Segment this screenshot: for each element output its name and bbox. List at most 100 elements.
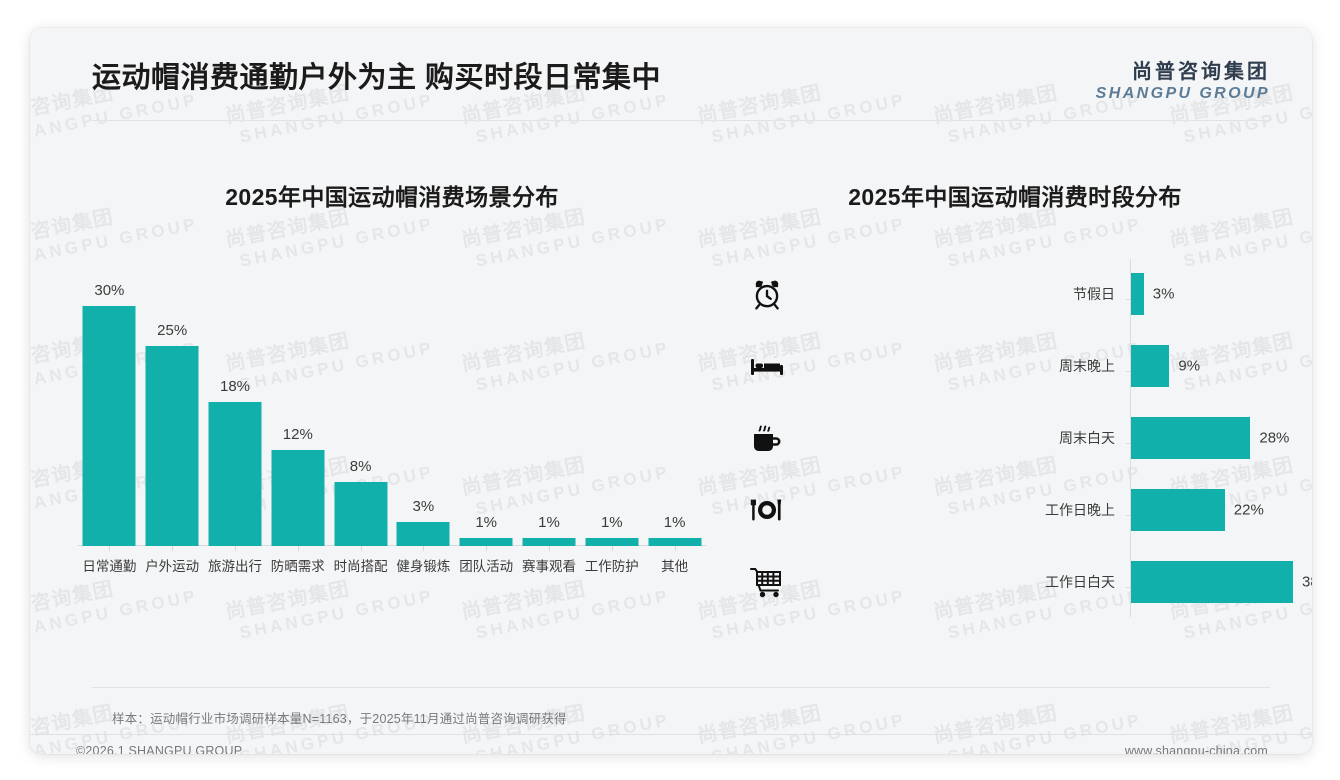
time-category-label: 节假日 bbox=[1073, 286, 1115, 302]
time-chart-plot: 节假日 3% 周末晚上 9% 周末白天 28% 工作日晚上 22% 工作日白天 38% bbox=[730, 253, 1312, 623]
scene-bar-group[interactable]: 8% 时尚搭配 bbox=[330, 250, 392, 580]
scene-bar[interactable] bbox=[271, 450, 325, 546]
time-bar[interactable] bbox=[1131, 489, 1225, 531]
time-bar-group[interactable]: 周末白天 28% bbox=[730, 407, 1300, 469]
time-chart-y-axis bbox=[1130, 259, 1131, 617]
time-category-label: 工作日白天 bbox=[1045, 574, 1115, 590]
time-distribution-chart: 2025年中国运动帽消费时段分布 节假日 3% 周末晚上 9% 周末白天 28% 工作日晚上… bbox=[730, 178, 1312, 648]
scene-axis-tick bbox=[674, 546, 676, 551]
scene-axis-tick bbox=[423, 546, 425, 551]
logo-text-cn: 尚普咨询集团 bbox=[1132, 61, 1270, 83]
scene-axis-tick bbox=[235, 546, 236, 551]
scene-axis-tick bbox=[109, 546, 111, 551]
scene-category-label: 时尚搭配 bbox=[333, 559, 388, 574]
time-axis-tick bbox=[1126, 371, 1131, 372]
scene-axis-tick bbox=[611, 546, 613, 551]
time-axis-tick bbox=[1126, 299, 1131, 300]
bed-icon bbox=[748, 347, 786, 385]
scene-axis-tick bbox=[549, 546, 550, 551]
scene-bar[interactable] bbox=[396, 522, 450, 546]
slide-card: 尚普咨询集团 SHANGPU GROUP 尚普咨询集团 SHANGPU GROUP 尚普… bbox=[30, 28, 1312, 754]
scene-bar-group[interactable]: 30% 日常通勤 bbox=[78, 250, 140, 580]
footnote-divider bbox=[92, 687, 1270, 688]
scene-bar-value: 30% bbox=[94, 282, 125, 299]
time-chart-title: 2025年中国运动帽消费时段分布 bbox=[848, 184, 1182, 210]
time-bar-value: 22% bbox=[1233, 501, 1264, 519]
scene-chart-x-axis bbox=[78, 545, 706, 546]
time-bar-group[interactable]: 节假日 3% bbox=[730, 263, 1300, 325]
brand-logo: 尚普咨询集团 SHANGPU GROUP bbox=[1096, 61, 1270, 103]
sample-footnote: 样本：运动帽行业市场调研样本量N=1163，于2025年11月通过尚普咨询调研获… bbox=[112, 712, 567, 726]
time-bar[interactable] bbox=[1131, 417, 1251, 459]
time-category-label: 工作日晚上 bbox=[1045, 502, 1115, 518]
coffee-mug-icon bbox=[748, 419, 786, 457]
time-bar-value: 3% bbox=[1152, 285, 1175, 303]
time-bar-value: 28% bbox=[1259, 429, 1290, 447]
scene-axis-tick bbox=[486, 546, 488, 551]
scene-bar-group[interactable]: 25% 户外运动 bbox=[141, 250, 203, 580]
scene-bar[interactable] bbox=[208, 402, 262, 546]
scene-bar-value: 1% bbox=[600, 514, 623, 531]
scene-bar-value: 1% bbox=[475, 514, 498, 531]
scene-category-label: 户外运动 bbox=[145, 559, 200, 574]
scene-bar[interactable] bbox=[522, 538, 576, 546]
time-bar-group[interactable]: 工作日晚上 22% bbox=[730, 479, 1300, 541]
page-title: 运动帽消费通勤户外为主 购买时段日常集中 bbox=[92, 62, 662, 94]
shopping-cart-icon bbox=[748, 563, 786, 601]
scene-bar-group[interactable]: 3% 健身锻炼 bbox=[392, 250, 454, 580]
time-bar[interactable] bbox=[1131, 561, 1293, 603]
footer-website[interactable]: www.shangpu-china.com bbox=[1124, 744, 1268, 754]
scene-axis-tick bbox=[297, 546, 299, 551]
time-category-label: 周末白天 bbox=[1059, 430, 1115, 446]
scene-bar[interactable] bbox=[82, 306, 136, 546]
scene-category-label: 日常通勤 bbox=[82, 559, 137, 574]
scene-bar-group[interactable]: 18% 旅游出行 bbox=[204, 250, 266, 580]
footer-divider bbox=[30, 734, 1312, 735]
dinner-plate-icon bbox=[748, 491, 786, 529]
scene-bar-value: 1% bbox=[663, 514, 686, 531]
scene-bar-value: 25% bbox=[157, 322, 188, 339]
time-bar-value: 9% bbox=[1178, 357, 1201, 375]
time-category-label: 周末晚上 bbox=[1059, 358, 1115, 374]
time-bar-group[interactable]: 周末晚上 9% bbox=[730, 335, 1300, 397]
scene-bar[interactable] bbox=[585, 538, 639, 546]
scene-distribution-chart: 2025年中国运动帽消费场景分布 30% 日常通勤 25% 户外运动 18% 旅游出行 12… bbox=[62, 178, 722, 648]
scene-bar-value: 18% bbox=[219, 378, 251, 395]
scene-category-label: 防晒需求 bbox=[270, 559, 325, 574]
scene-bar[interactable] bbox=[145, 346, 199, 546]
alarm-clock-icon bbox=[748, 275, 786, 313]
scene-category-label: 团队活动 bbox=[459, 559, 514, 574]
time-bar[interactable] bbox=[1131, 345, 1170, 387]
footer-copyright: ©2026.1 SHANGPU GROUP bbox=[76, 744, 243, 754]
scene-category-label: 工作防护 bbox=[584, 559, 639, 574]
scene-bar[interactable] bbox=[459, 538, 513, 546]
scene-bar-value: 8% bbox=[349, 458, 372, 475]
scene-bar-value: 12% bbox=[282, 426, 313, 443]
time-axis-tick bbox=[1126, 515, 1131, 516]
scene-category-label: 旅游出行 bbox=[208, 559, 262, 574]
scene-category-label: 其他 bbox=[661, 559, 689, 574]
slide-header: 运动帽消费通勤户外为主 购买时段日常集中 尚普咨询集团 SHANGPU GROU… bbox=[30, 28, 1312, 120]
scene-chart-title: 2025年中国运动帽消费场景分布 bbox=[225, 184, 559, 210]
header-divider bbox=[92, 120, 1270, 121]
time-bar-group[interactable]: 工作日白天 38% bbox=[730, 551, 1312, 613]
time-axis-tick bbox=[1126, 587, 1131, 588]
scene-bar[interactable] bbox=[648, 538, 702, 546]
scene-bar-value: 3% bbox=[412, 498, 435, 515]
scene-bar-group[interactable]: 1% 赛事观看 bbox=[518, 250, 580, 580]
scene-bar[interactable] bbox=[334, 482, 388, 546]
time-axis-tick bbox=[1126, 443, 1131, 444]
scene-bar-group[interactable]: 12% 防晒需求 bbox=[267, 250, 329, 580]
time-bar[interactable] bbox=[1131, 273, 1144, 315]
logo-text-en: SHANGPU GROUP bbox=[1095, 85, 1270, 102]
scene-bar-group[interactable]: 1% 团队活动 bbox=[455, 250, 517, 580]
time-bar-value: 38% bbox=[1302, 573, 1312, 591]
scene-axis-tick bbox=[360, 546, 362, 551]
scene-bar-group[interactable]: 1% 工作防护 bbox=[581, 250, 643, 580]
scene-bar-value: 1% bbox=[538, 514, 560, 531]
scene-chart-plot: 30% 日常通勤 25% 户外运动 18% 旅游出行 12% 防晒需求 8% 时尚搭配 3% 健身锻炼… bbox=[78, 250, 706, 580]
scene-category-label: 赛事观看 bbox=[522, 559, 576, 574]
scene-bar-group[interactable]: 1% 其他 bbox=[644, 250, 706, 580]
